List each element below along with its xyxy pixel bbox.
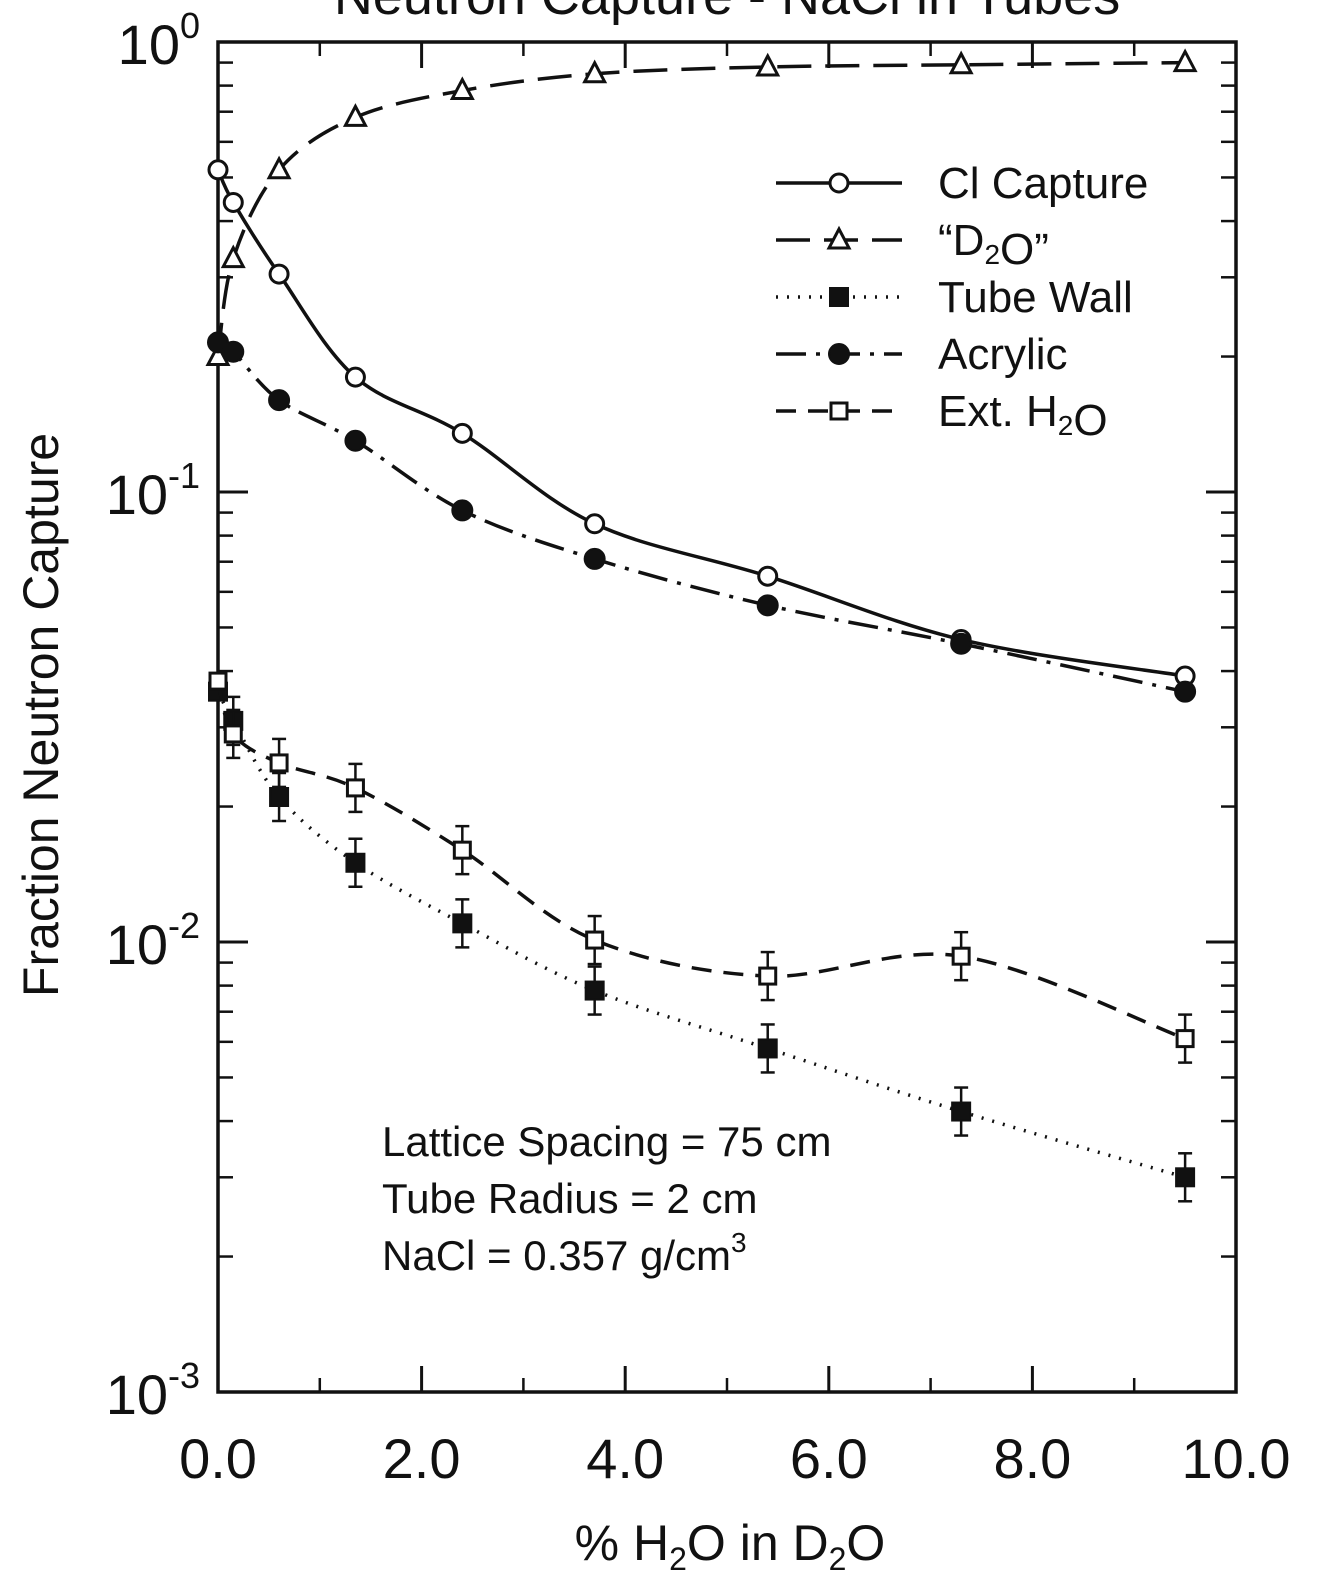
data-point bbox=[269, 787, 290, 808]
legend: Cl Capture “D2O”Tube Wall Acrylic Ext. H2O bbox=[776, 159, 1148, 445]
legend-label: Tube Wall bbox=[938, 273, 1133, 322]
x-tick-label: 2.0 bbox=[383, 1427, 461, 1490]
data-point bbox=[342, 103, 368, 127]
annotation-tube-radius: Tube Radius = 2 cm bbox=[382, 1175, 757, 1222]
series-1 bbox=[205, 48, 1198, 367]
series-line bbox=[216, 690, 1186, 1179]
data-point bbox=[758, 966, 778, 986]
data-point bbox=[583, 547, 606, 570]
data-point bbox=[222, 340, 245, 363]
data-point bbox=[756, 594, 779, 617]
legend-label: Ext. H2O bbox=[938, 387, 1108, 445]
series-4 bbox=[208, 671, 1195, 1064]
data-point bbox=[345, 778, 365, 798]
x-axis-title: % H2O in D2O bbox=[575, 1515, 886, 1577]
data-point bbox=[266, 155, 292, 180]
data-point bbox=[222, 191, 244, 213]
legend-marker bbox=[829, 401, 849, 421]
y-tick-label: 10-1 bbox=[106, 455, 200, 526]
data-point bbox=[950, 632, 973, 655]
data-point bbox=[344, 429, 367, 452]
y-axis-title: Fraction Neutron Capture bbox=[13, 433, 69, 997]
data-point bbox=[1175, 1167, 1196, 1188]
data-point bbox=[452, 913, 473, 934]
x-tick-label: 8.0 bbox=[993, 1427, 1071, 1490]
x-tick-label: 10.0 bbox=[1182, 1427, 1291, 1490]
data-point bbox=[585, 930, 605, 950]
annotation-lattice-spacing: Lattice Spacing = 75 cm bbox=[382, 1118, 831, 1165]
y-tick-label: 10-3 bbox=[106, 1355, 200, 1426]
data-point bbox=[452, 840, 472, 860]
data-point bbox=[449, 76, 475, 101]
data-point bbox=[757, 1038, 778, 1059]
chart-title: Neutron Capture - NaCl in Tubes bbox=[334, 0, 1120, 26]
legend-marker bbox=[828, 343, 850, 365]
data-point bbox=[951, 946, 971, 966]
x-tick-label: 4.0 bbox=[586, 1427, 664, 1490]
data-point bbox=[951, 1101, 972, 1122]
series-3 bbox=[207, 331, 1197, 703]
data-point bbox=[223, 724, 243, 744]
data-point bbox=[948, 50, 974, 75]
annotation-nacl-density: NaCl = 0.357 g/cm3 bbox=[382, 1227, 747, 1279]
data-point bbox=[208, 671, 228, 691]
annotation-box: Lattice Spacing = 75 cm Tube Radius = 2 … bbox=[382, 1118, 831, 1279]
data-point bbox=[755, 52, 781, 77]
y-tick-label: 100 bbox=[118, 5, 200, 76]
data-point bbox=[268, 389, 291, 412]
data-point bbox=[1175, 1029, 1195, 1049]
data-point bbox=[1172, 48, 1198, 73]
data-point bbox=[344, 366, 366, 388]
data-point bbox=[1174, 680, 1197, 703]
legend-marker bbox=[826, 225, 852, 250]
data-point bbox=[207, 159, 229, 181]
data-point bbox=[268, 263, 290, 285]
data-point bbox=[757, 565, 779, 587]
data-point bbox=[451, 422, 473, 444]
legend-label: Acrylic bbox=[938, 330, 1068, 379]
axis-ticks: 0.0 2.0 4.0 6.0 8.0 10.0 100 10-1 10-2 10-3 bbox=[106, 5, 1291, 1490]
data-point bbox=[582, 59, 608, 84]
x-tick-label: 6.0 bbox=[790, 1427, 868, 1490]
series-line bbox=[216, 60, 1186, 357]
legend-marker bbox=[829, 287, 849, 307]
series-layer bbox=[205, 48, 1198, 1203]
data-point bbox=[220, 244, 246, 269]
legend-marker bbox=[828, 172, 850, 194]
data-point bbox=[345, 852, 366, 873]
data-point bbox=[269, 753, 289, 773]
y-tick-label: 10-2 bbox=[106, 905, 200, 976]
data-point bbox=[451, 499, 474, 522]
x-tick-label: 0.0 bbox=[179, 1427, 257, 1490]
legend-label: Cl Capture bbox=[938, 159, 1148, 208]
data-point bbox=[584, 513, 606, 535]
legend-label: “D2O” bbox=[938, 216, 1049, 274]
data-point bbox=[584, 980, 605, 1001]
